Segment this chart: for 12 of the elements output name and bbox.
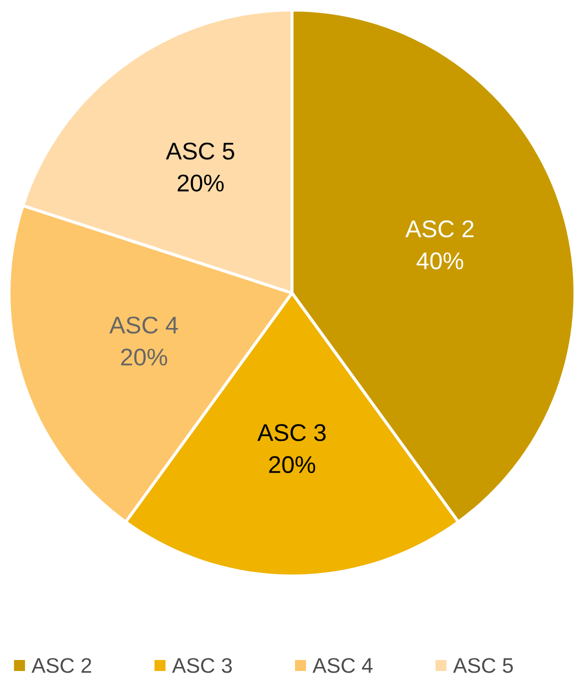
data-label: 40% <box>416 252 464 270</box>
slice-label: ASC 5 <box>166 142 234 160</box>
data-label: 20% <box>178 174 224 192</box>
legend-label: ASC 5 <box>453 658 513 673</box>
slice-label: ASC 4 <box>109 316 178 334</box>
data-label: 20% <box>121 348 168 366</box>
legend-label: ASC 4 <box>312 658 373 673</box>
data-label: 20% <box>269 456 316 474</box>
slice-label: ASC 2 <box>405 220 474 238</box>
slice-label: ASC 3 <box>257 424 326 442</box>
legend-label: ASC 3 <box>172 658 232 673</box>
legend-label: ASC 2 <box>32 658 92 673</box>
